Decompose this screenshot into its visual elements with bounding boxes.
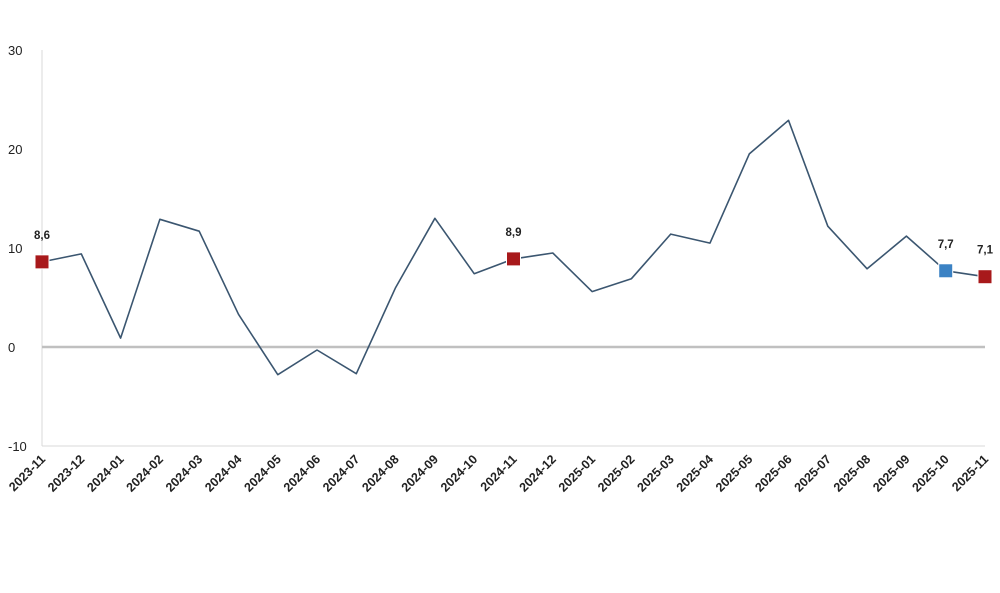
x-tick-label: 2024-11 <box>478 452 520 494</box>
data-point-label: 7,7 <box>938 239 954 251</box>
x-tick-label: 2024-03 <box>163 452 205 494</box>
data-point-marker <box>938 263 954 279</box>
x-tick-label: 2025-04 <box>674 452 716 494</box>
x-tick-label: 2024-08 <box>359 452 401 494</box>
x-tick-label: 2025-02 <box>595 452 637 494</box>
y-tick-label: 10 <box>8 241 22 256</box>
x-tick-label: 2024-05 <box>242 452 284 494</box>
y-tick-label: -10 <box>8 439 27 454</box>
x-tick-label: 2024-06 <box>281 452 323 494</box>
x-tick-label: 2024-12 <box>517 452 559 494</box>
x-tick-label: 2025-05 <box>713 452 755 494</box>
x-tick-label: 2023-11 <box>6 452 48 494</box>
x-tick-label: 2025-06 <box>752 452 794 494</box>
x-tick-label: 2024-04 <box>202 452 244 494</box>
x-tick-label: 2025-09 <box>870 452 912 494</box>
x-tick-label: 2024-09 <box>399 452 441 494</box>
data-point-label: 8,6 <box>34 230 50 242</box>
x-tick-label: 2024-01 <box>84 452 126 494</box>
x-tick-label: 2025-10 <box>909 452 951 494</box>
x-tick-label: 2024-10 <box>438 452 480 494</box>
data-labels: 8,6 8,9 7,7 7,1 <box>34 227 994 257</box>
y-tick-label: 0 <box>8 340 15 355</box>
x-tick-label: 2025-07 <box>792 452 834 494</box>
x-tick-label: 2024-02 <box>124 452 166 494</box>
data-point-marker <box>506 251 521 267</box>
series-lines <box>41 119 986 376</box>
data-point-label: 7,1 <box>977 245 994 257</box>
y-tick-label: 30 <box>8 43 22 58</box>
x-axis-labels: 2023-112023-122024-012024-022024-032024-… <box>6 452 991 494</box>
x-tick-label: 2025-03 <box>634 452 676 494</box>
data-point-marker <box>34 254 50 270</box>
y-tick-label: 20 <box>8 142 22 157</box>
series-line <box>41 119 986 376</box>
x-tick-label: 2024-07 <box>320 452 362 494</box>
x-tick-label: 2025-08 <box>831 452 873 494</box>
data-point-marker <box>977 269 993 285</box>
highlighted-markers <box>34 251 993 285</box>
data-point-label: 8,9 <box>506 227 522 239</box>
x-tick-label: 2023-12 <box>45 452 87 494</box>
x-tick-label: 2025-01 <box>556 452 598 494</box>
x-tick-label: 2025-11 <box>949 452 991 494</box>
y-axis-ticks: -10 0 10 20 30 <box>8 43 27 454</box>
